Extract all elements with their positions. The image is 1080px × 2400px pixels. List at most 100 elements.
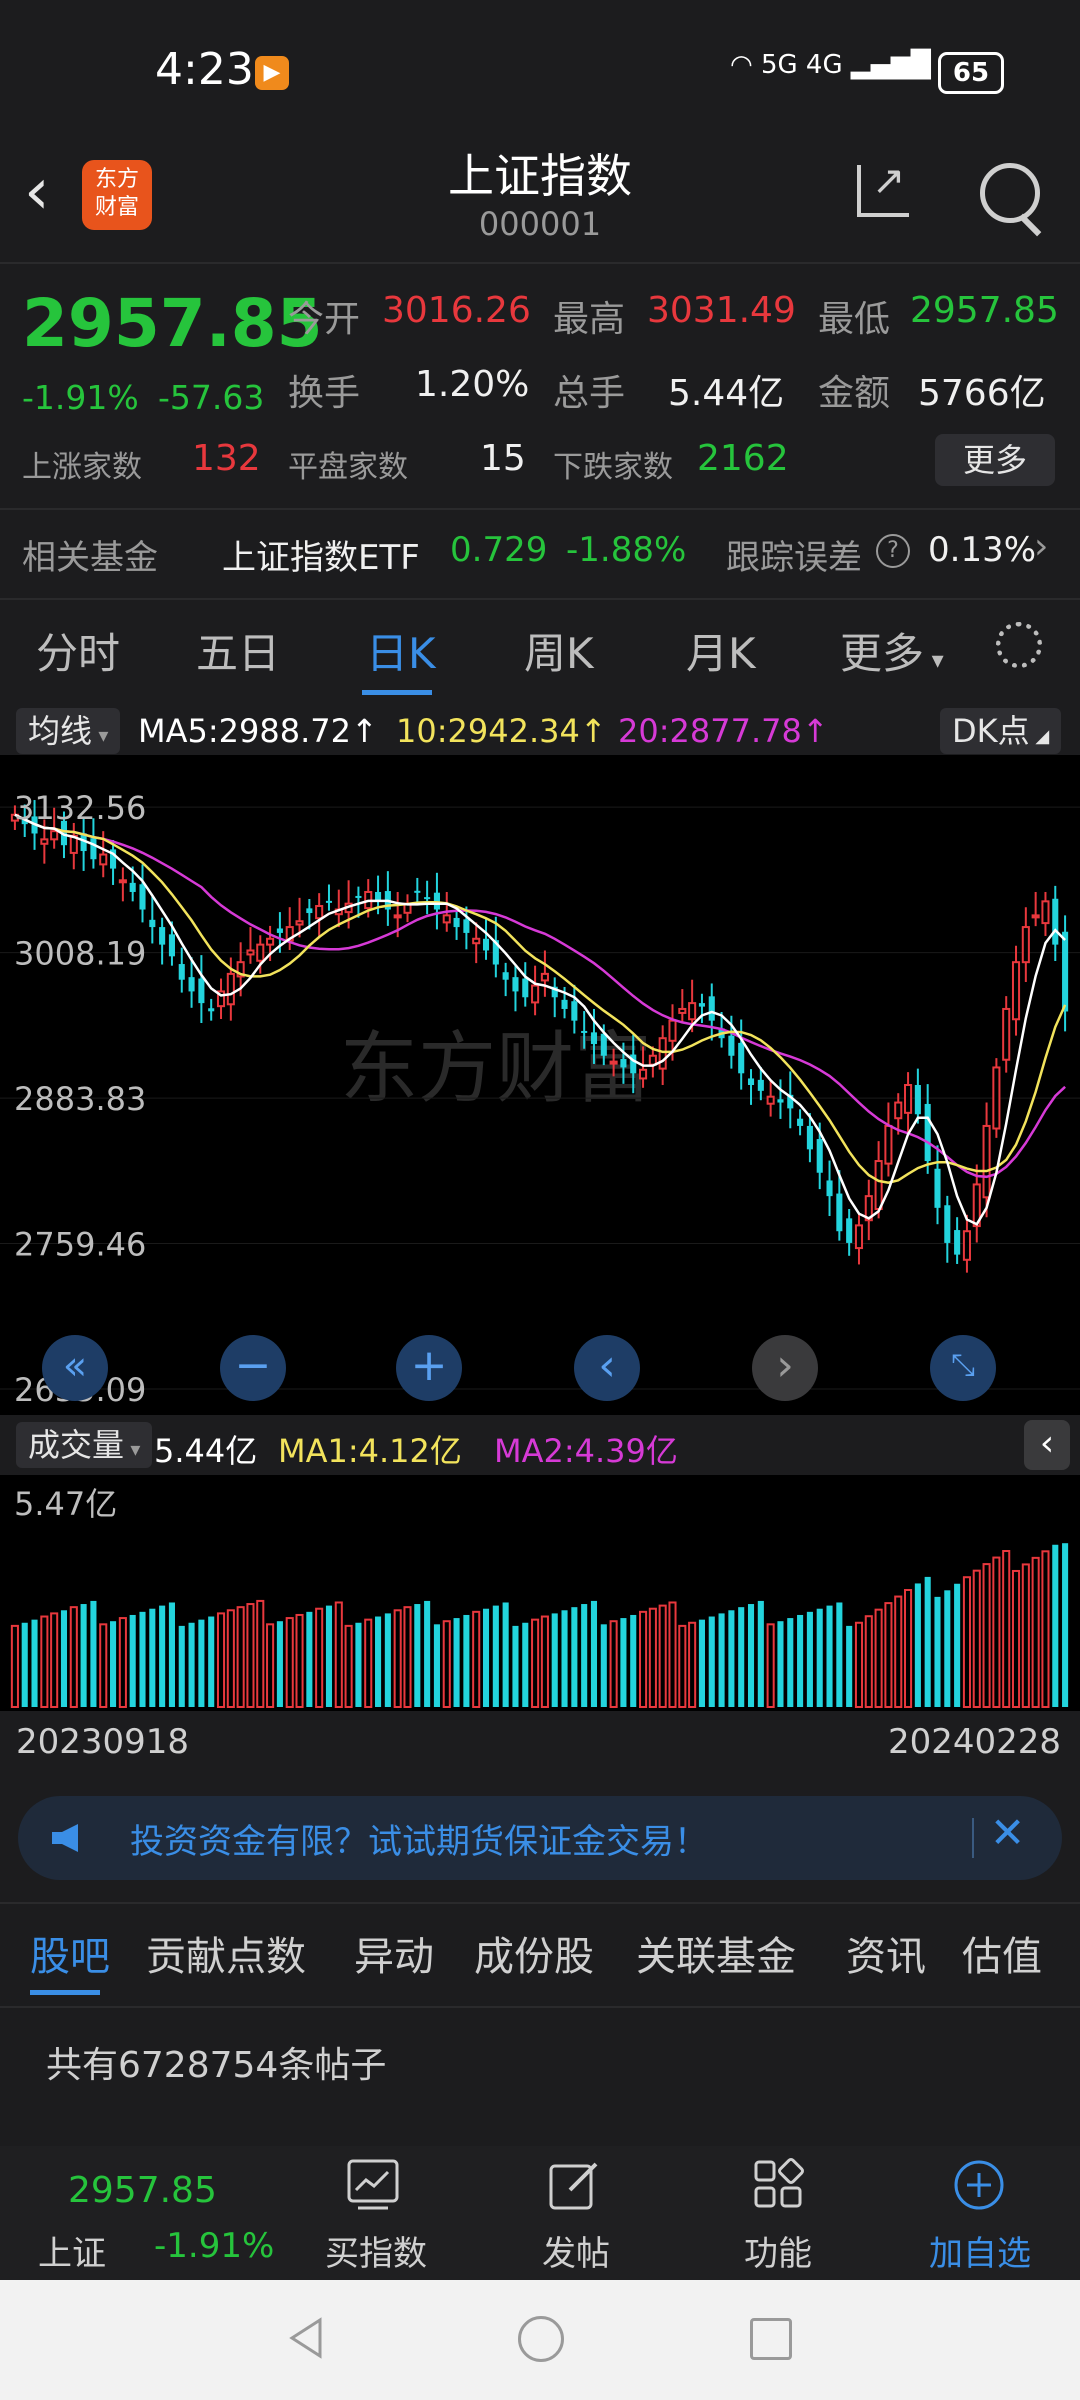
candle — [502, 972, 509, 980]
scroll-right-button[interactable]: › — [752, 1335, 818, 1401]
tab-movement[interactable]: 异动 — [354, 1934, 434, 1980]
tab-more[interactable]: 更多 ▾ — [840, 629, 944, 678]
edit-icon[interactable] — [548, 2158, 602, 2212]
volume-bar — [149, 1608, 156, 1707]
nav-post[interactable]: 发帖 — [542, 2234, 610, 2274]
candle — [924, 1103, 931, 1162]
candle — [1011, 961, 1021, 1021]
volume-bar — [355, 1622, 362, 1707]
candle — [178, 964, 185, 980]
volume-bar — [226, 1609, 235, 1708]
volume-bar — [992, 1556, 1001, 1708]
tab-valuation[interactable]: 估值 — [962, 1934, 1042, 1980]
back-icon[interactable]: ‹ — [24, 155, 50, 229]
trend-chart-icon[interactable] — [346, 2158, 400, 2212]
search-icon[interactable] — [980, 163, 1040, 223]
ad-text[interactable]: 投资资金有限？试试期货保证金交易！ — [130, 1822, 708, 1862]
tracking-error-label: 跟踪误差 — [726, 538, 862, 578]
tab-contribution[interactable]: 贡献点数 — [146, 1934, 306, 1980]
scroll-left-button[interactable]: ‹ — [574, 1335, 640, 1401]
dk-button[interactable]: DK点 ◢ — [940, 708, 1062, 754]
fund-price: 0.729 — [450, 530, 548, 570]
candle — [551, 986, 558, 998]
tab-news[interactable]: 资讯 — [846, 1934, 926, 1980]
volume-max-label: 5.47亿 — [14, 1485, 117, 1523]
volume-bar — [285, 1617, 294, 1708]
tracking-error-value: 0.13% — [928, 530, 1037, 570]
tab-timeshare[interactable]: 分时 — [36, 629, 121, 678]
tab-constituents[interactable]: 成份股 — [474, 1934, 594, 1980]
gear-icon[interactable] — [996, 622, 1042, 668]
candle — [708, 996, 715, 1021]
candle — [80, 833, 87, 852]
volume-bar — [139, 1611, 146, 1707]
nav-add-watchlist[interactable]: 加自选 — [929, 2234, 1031, 2274]
tab-monthly-k[interactable]: 月K — [686, 629, 756, 678]
volume-chart[interactable]: 5.47亿 — [0, 1475, 1080, 1711]
chevron-right-icon[interactable]: › — [1034, 526, 1049, 567]
grid-apps-icon[interactable] — [752, 2158, 806, 2212]
add-circle-icon[interactable] — [952, 2158, 1006, 2212]
tab-stock-forum[interactable]: 股吧 — [30, 1934, 110, 1980]
help-icon[interactable]: ? — [876, 534, 910, 568]
kline-chart[interactable]: 东方财富 3132.563008.192883.832759.462635.09… — [0, 755, 1080, 1415]
turnover-value: 1.20% — [415, 364, 530, 405]
megaphone-icon — [52, 1824, 78, 1852]
volume-bar — [295, 1613, 304, 1709]
tab-active-indicator — [362, 690, 432, 695]
rewind-button[interactable]: « — [42, 1335, 108, 1401]
ad-banner[interactable] — [18, 1796, 1062, 1880]
tab-related-funds[interactable]: 关联基金 — [636, 1934, 796, 1980]
system-home-icon[interactable] — [518, 2316, 564, 2362]
candle — [472, 937, 481, 945]
share-icon[interactable] — [857, 165, 909, 217]
volume-bar — [118, 1617, 127, 1708]
candle — [757, 1079, 764, 1091]
volume-bar — [982, 1563, 991, 1708]
y-tick-label: 2883.83 — [14, 1080, 146, 1118]
ma20-value: 20:2877.78↑ — [618, 712, 829, 750]
system-back-icon[interactable] — [286, 2316, 326, 2360]
candle — [60, 820, 68, 846]
candle — [884, 1124, 893, 1165]
amount-label: 金额 — [818, 373, 891, 414]
ma-selector[interactable]: 均线 ▾ — [16, 708, 121, 754]
candle — [747, 1078, 755, 1085]
candle — [1041, 900, 1050, 925]
high-label: 最高 — [553, 299, 626, 340]
candle — [1002, 1007, 1011, 1061]
more-button[interactable]: 更多 — [935, 434, 1055, 486]
nav-function[interactable]: 功能 — [744, 2234, 812, 2274]
ma5-value: MA5:2988.72↑ — [138, 712, 378, 750]
volume-bar — [10, 1624, 19, 1709]
close-icon[interactable]: ✕ — [990, 1808, 1026, 1857]
volume-bar — [306, 1611, 313, 1707]
fullscreen-button[interactable]: ⤡ — [930, 1335, 996, 1401]
tab-five-day[interactable]: 五日 — [196, 629, 281, 678]
volume-bar — [188, 1622, 195, 1707]
candle — [208, 1008, 215, 1012]
volume-bar — [728, 1610, 735, 1707]
divider — [0, 508, 1080, 510]
zoom-in-button[interactable]: + — [396, 1335, 462, 1401]
volume-bar — [384, 1613, 391, 1707]
tab-daily-k[interactable]: 日K — [366, 629, 436, 678]
collapse-panel-button[interactable]: ‹ — [1024, 1420, 1070, 1470]
volume-bar — [630, 1614, 637, 1707]
volume-bar — [924, 1576, 931, 1707]
candle — [522, 978, 529, 998]
volume-bar — [972, 1569, 981, 1708]
nav-buy-index[interactable]: 买指数 — [325, 2234, 427, 2274]
zoom-out-button[interactable]: − — [220, 1335, 286, 1401]
volume-bar — [236, 1606, 245, 1708]
battery-icon: 65 — [938, 52, 1004, 94]
candle — [914, 1085, 921, 1115]
volume-bar — [50, 1612, 59, 1708]
fund-name[interactable]: 上证指数ETF — [222, 538, 420, 578]
volume-selector[interactable]: 成交量 ▾ — [16, 1422, 153, 1468]
volume-bar — [609, 1620, 618, 1708]
candle — [688, 1002, 697, 1021]
volume-bar — [463, 1614, 470, 1707]
system-recents-icon[interactable] — [750, 2318, 792, 2360]
tab-weekly-k[interactable]: 周K — [524, 629, 594, 678]
